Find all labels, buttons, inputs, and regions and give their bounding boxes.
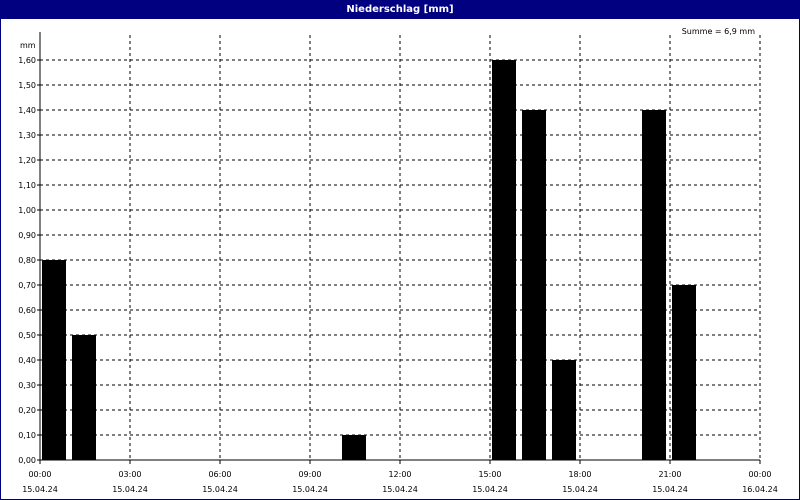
x-tick-time-label: 00:00 [748, 470, 771, 479]
y-tick-label: 0,40 [18, 356, 36, 365]
y-tick-label: 1,20 [18, 156, 36, 165]
x-tick-date-label: 15.04.24 [22, 485, 58, 494]
bar-hour-16 [522, 110, 546, 460]
x-tick-time-label: 18:00 [568, 470, 591, 479]
x-tick-time-label: 21:00 [658, 470, 681, 479]
y-tick-label: 1,60 [18, 56, 36, 65]
bar-hour-10 [342, 435, 366, 460]
x-tick-date-label: 15.04.24 [652, 485, 688, 494]
y-tick-label: 0,50 [18, 331, 36, 340]
x-tick-time-label: 06:00 [208, 470, 231, 479]
x-tick-time-label: 15:00 [478, 470, 501, 479]
x-tick-date-label: 15.04.24 [472, 485, 508, 494]
x-tick-date-label: 15.04.24 [202, 485, 238, 494]
y-tick-label: 0,20 [18, 406, 36, 415]
x-tick-date-label: 15.04.24 [562, 485, 598, 494]
x-tick-time-label: 12:00 [388, 470, 411, 479]
x-tick-date-label: 15.04.24 [112, 485, 148, 494]
x-tick-time-label: 03:00 [118, 470, 141, 479]
x-tick-time-label: 09:00 [298, 470, 321, 479]
y-tick-label: 1,40 [18, 106, 36, 115]
bar-hour-1 [72, 335, 96, 460]
sum-annotation: Summe = 6,9 mm [682, 27, 756, 36]
x-tick-date-label: 15.04.24 [382, 485, 418, 494]
axes [37, 32, 761, 464]
y-axis-unit-label: mm [20, 41, 36, 50]
y-tick-label: 0,00 [18, 456, 36, 465]
bar-hour-0 [42, 260, 66, 460]
y-tick-label: 1,30 [18, 131, 36, 140]
bar-hour-21 [672, 285, 696, 460]
y-tick-label: 0,90 [18, 231, 36, 240]
y-tick-label: 0,80 [18, 256, 36, 265]
x-tick-date-label: 15.04.24 [292, 485, 328, 494]
chart-title: Niederschlag [mm] [1, 1, 799, 19]
y-tick-label: 0,60 [18, 306, 36, 315]
y-tick-labels: 0,00 0,10 0,20 0,30 0,40 0,50 0,60 0,70 0,80 0,90… [18, 56, 36, 465]
x-tick-labels: 00:00 15.04.24 03:00 15.04.24 06:00 15.04.24 0… [22, 470, 778, 494]
y-tick-label: 1,10 [18, 181, 36, 190]
x-tick-time-label: 00:00 [28, 470, 51, 479]
y-tick-label: 0,30 [18, 381, 36, 390]
bar-hour-20 [642, 110, 666, 460]
bar-hour-17 [552, 360, 576, 460]
bar-series [42, 60, 696, 460]
x-tick-date-label: 16.04.24 [742, 485, 778, 494]
y-tick-label: 1,50 [18, 81, 36, 90]
y-tick-label: 0,10 [18, 431, 36, 440]
grid-lines [40, 35, 761, 460]
y-tick-label: 0,70 [18, 281, 36, 290]
bar-hour-15 [492, 60, 516, 460]
y-tick-label: 1,00 [18, 206, 36, 215]
